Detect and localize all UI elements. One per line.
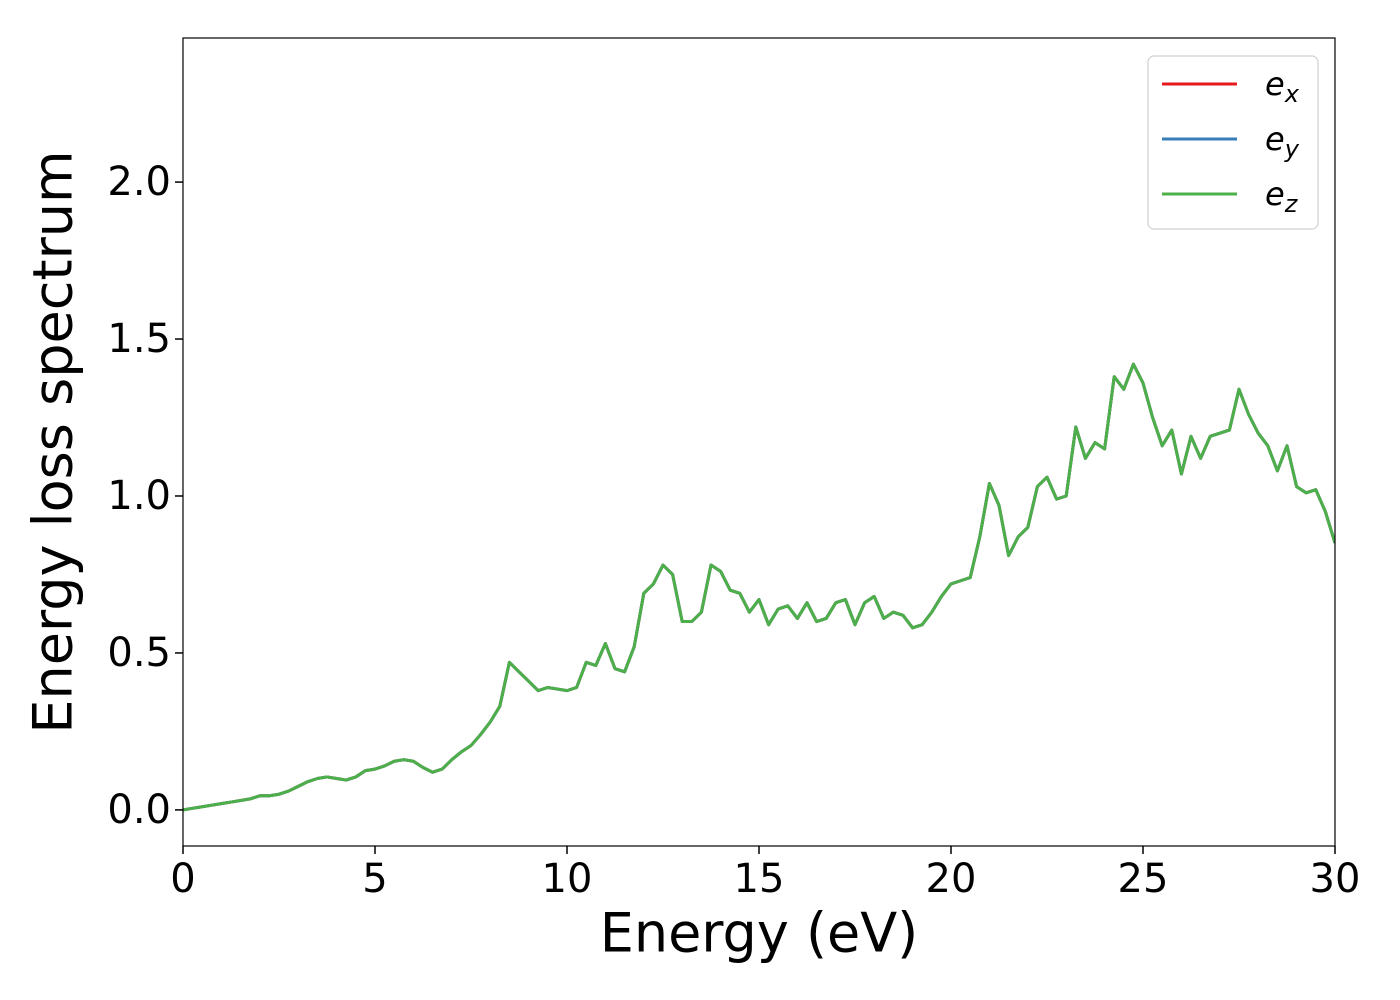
series-line	[183, 362, 1335, 812]
y-tick-label: 2.0	[107, 159, 171, 205]
legend-label: ex	[1265, 65, 1300, 108]
legend-label: ey	[1265, 120, 1300, 163]
plot-frame	[182, 37, 1336, 847]
y-axis-title: Energy loss spectrum	[22, 150, 85, 733]
x-tick-label: 5	[362, 856, 387, 902]
y-tick-label: 1.0	[107, 473, 171, 519]
y-tick-label: 0.0	[107, 787, 171, 833]
x-axis-title: Energy (eV)	[600, 902, 919, 965]
x-tick-label: 20	[926, 856, 977, 902]
x-tick-label: 30	[1310, 856, 1361, 902]
series-line	[183, 362, 1335, 812]
legend-label: ez	[1265, 175, 1299, 218]
x-tick-label: 25	[1118, 856, 1169, 902]
legend-box	[1147, 55, 1319, 230]
y-tick-label: 0.5	[107, 630, 171, 676]
series-line	[183, 362, 1335, 812]
x-tick-label: 0	[170, 856, 195, 902]
x-tick-label: 10	[542, 856, 593, 902]
y-tick-label: 1.5	[107, 316, 171, 362]
x-tick-label: 15	[734, 856, 785, 902]
